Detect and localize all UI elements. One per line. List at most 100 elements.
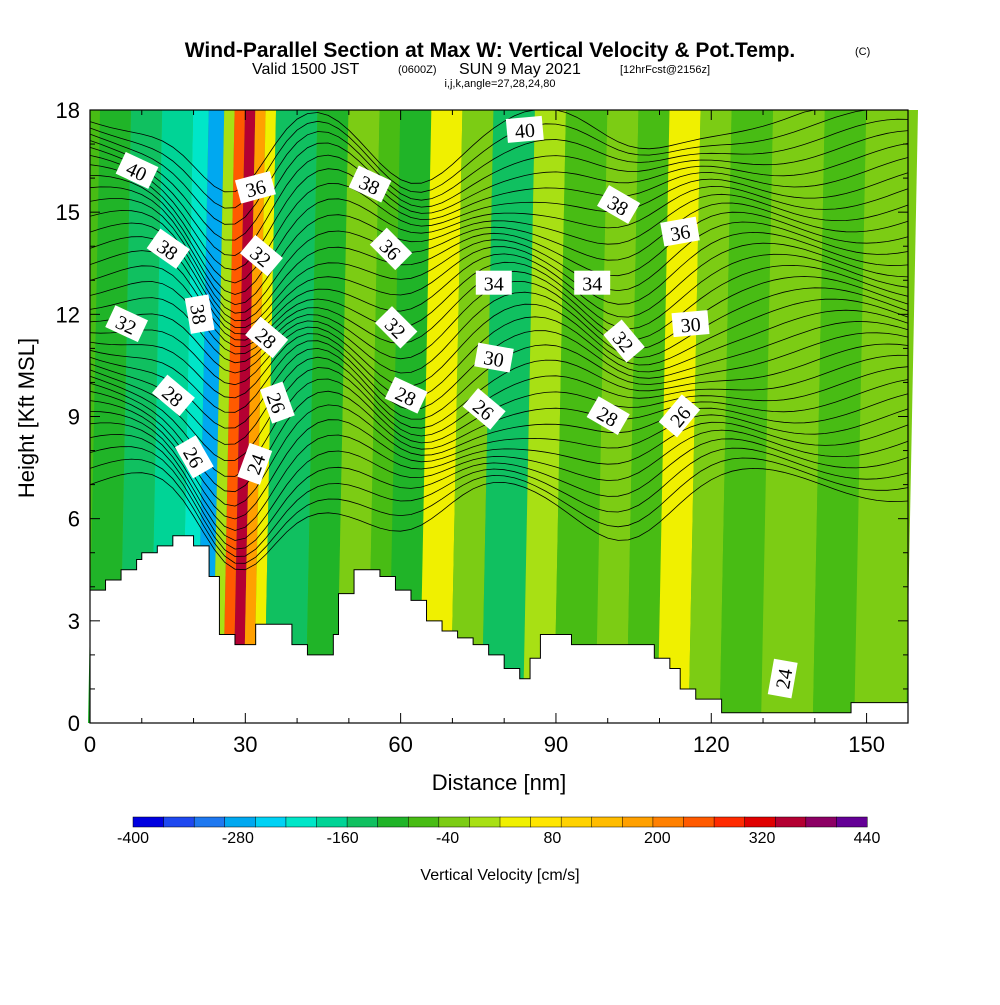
colorbar-swatch-23 xyxy=(836,816,868,828)
theta-contour-20 xyxy=(89,242,909,341)
colorbar-tick-label-5: 200 xyxy=(644,830,671,847)
theta-contour-33 xyxy=(89,109,908,193)
theta-label-16: 34 xyxy=(475,270,512,296)
theta-label-bg xyxy=(374,306,418,349)
theta-label-bg xyxy=(115,151,159,189)
theta-label-bg xyxy=(475,270,512,295)
theta-label-text: 34 xyxy=(582,274,602,296)
colorbar-swatch-3 xyxy=(224,816,256,828)
theta-label-bg xyxy=(234,171,276,204)
theta-contour-10 xyxy=(89,354,909,462)
colorbar-swatch-14 xyxy=(560,816,593,828)
theta-contour-layer xyxy=(89,109,909,571)
x-tick-label-4: 120 xyxy=(693,732,730,757)
colorbar-swatch-13 xyxy=(530,816,562,828)
theta-label-bg xyxy=(174,435,214,479)
velocity-band-21 xyxy=(626,110,670,723)
theta-label-23: 36 xyxy=(660,216,700,247)
theta-contour-22 xyxy=(89,221,909,328)
theta-label-bg xyxy=(237,442,273,485)
copyright-mark: (C) xyxy=(855,46,870,58)
theta-label-bg xyxy=(369,227,413,271)
velocity-band-25 xyxy=(761,110,825,723)
theta-contour-26 xyxy=(89,175,909,295)
y-tick-label-2: 6 xyxy=(68,507,80,532)
theta-label-text: 30 xyxy=(482,347,506,372)
theta-contour-4 xyxy=(89,422,909,541)
colorbar-swatch-18 xyxy=(683,816,715,828)
colorbar-title: Vertical Velocity [cm/s] xyxy=(420,867,579,884)
theta-contour-3 xyxy=(89,434,909,550)
theta-label-bg xyxy=(146,228,190,269)
theta-label-bg xyxy=(474,342,514,373)
theta-contour-21 xyxy=(89,231,909,335)
theta-label-text: 24 xyxy=(772,667,797,691)
theta-label-14: 28 xyxy=(384,376,428,414)
velocity-band-18 xyxy=(522,110,566,723)
theta-label-24: 30 xyxy=(671,310,710,338)
x-axis-title: Distance [nm] xyxy=(432,770,567,795)
theta-contour-13 xyxy=(89,321,909,413)
colorbar-swatch-20 xyxy=(744,816,776,828)
colorbar-swatch-17 xyxy=(652,816,685,828)
theta-label-text: 40 xyxy=(514,120,536,144)
colorbar-tick-label-6: 320 xyxy=(749,830,776,847)
theta-label-bg xyxy=(574,270,611,295)
colorbar-swatch-16 xyxy=(622,816,654,828)
theta-label-bg xyxy=(462,388,506,430)
velocity-band-5 xyxy=(212,110,235,723)
colorbar: -400 -280 -160 -40 80 200 320 440 xyxy=(117,816,881,847)
theta-contour-0 xyxy=(89,467,909,571)
theta-label-text: 34 xyxy=(484,274,504,296)
colorbar-tick-label-7: 440 xyxy=(854,830,881,847)
y-tick-label-6: 18 xyxy=(56,98,80,123)
terrain-mask xyxy=(89,535,909,724)
theta-label-bg xyxy=(259,381,295,424)
theta-contour-32 xyxy=(89,109,908,209)
theta-label-6: 36 xyxy=(234,171,276,204)
theta-label-9: 26 xyxy=(259,381,295,424)
colorbar-tick-label-1: -280 xyxy=(222,830,254,847)
y-tick-label-4: 12 xyxy=(56,302,80,327)
colorbar-swatch-11 xyxy=(469,816,501,828)
theta-contour-30 xyxy=(89,130,909,241)
y-tick-label-1: 3 xyxy=(68,609,80,634)
plot-area: 4038322826383632282624383632284034302638… xyxy=(88,109,918,724)
colorbar-tick-label-3: -40 xyxy=(436,830,459,847)
theta-label-bg xyxy=(505,115,544,143)
theta-label-bg xyxy=(348,165,392,203)
colorbar-tick-label-4: 80 xyxy=(544,830,562,847)
theta-label-bg xyxy=(239,234,283,277)
theta-label-bg xyxy=(151,374,195,417)
x-tick-label-5: 150 xyxy=(848,732,885,757)
velocity-band-19 xyxy=(553,110,608,723)
colorbar-swatch-8 xyxy=(377,816,409,828)
theta-contour-31 xyxy=(89,118,909,225)
theta-contour-15 xyxy=(89,298,909,387)
theta-contour-6 xyxy=(89,400,909,520)
valid-utc: (0600Z) xyxy=(398,64,437,76)
theta-contour-1 xyxy=(89,457,909,564)
y-axis-title: Height [Kft MSL] xyxy=(14,338,39,498)
colorbar-tick-label-0: -400 xyxy=(117,830,149,847)
colorbar-swatch-10 xyxy=(438,816,470,828)
theta-label-text: 30 xyxy=(680,314,702,338)
x-tick-label-3: 90 xyxy=(544,732,568,757)
colorbar-swatch-7 xyxy=(346,816,379,828)
theta-label-bg xyxy=(660,216,700,247)
theta-label-17: 30 xyxy=(474,342,514,373)
theta-contour-25 xyxy=(89,186,909,306)
theta-contour-8 xyxy=(89,379,909,493)
theta-contour-23 xyxy=(89,210,909,322)
theta-contour-5 xyxy=(89,411,909,531)
y-tick-label-5: 15 xyxy=(56,200,80,225)
theta-contour-11 xyxy=(89,343,909,445)
y-tick-label-3: 9 xyxy=(68,405,80,430)
theta-label-15: 40 xyxy=(505,115,544,144)
velocity-band-15 xyxy=(419,110,463,723)
theta-contour-28 xyxy=(89,155,909,271)
theta-label-5: 38 xyxy=(184,294,215,334)
colorbar-swatch-21 xyxy=(775,816,807,828)
